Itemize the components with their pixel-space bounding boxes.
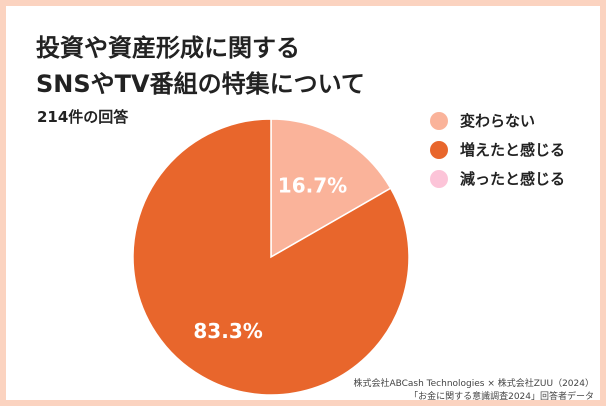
pie-slice-unchanged <box>270 118 392 259</box>
data-label-increased: 83.3% <box>193 319 262 343</box>
pie-data-labels: 16.7% 83.3% <box>193 173 347 343</box>
legend-swatch-decreased <box>430 170 448 188</box>
data-label-unchanged: 16.7% <box>278 173 347 197</box>
legend-item-unchanged: 変わらない <box>430 112 565 141</box>
pie-slices <box>132 118 410 396</box>
legend-label-unchanged: 変わらない <box>460 112 536 130</box>
legend-item-decreased: 減ったと感じる <box>430 170 565 199</box>
pie-chart: 16.7% 83.3% <box>132 118 410 396</box>
chart-title-line2: SNSやTV番組の特集について <box>36 70 365 98</box>
response-count: 214件の回答 <box>37 108 129 126</box>
legend-swatch-unchanged <box>430 112 448 130</box>
pie-slice-increased <box>132 118 410 396</box>
legend: 変わらない 増えたと感じる 減ったと感じる <box>430 112 565 199</box>
source-credit: 株式会社ABCash Technologies × 株式会社ZUU（2024） <box>353 379 594 389</box>
legend-swatch-increased <box>430 141 448 159</box>
source-survey: 「お金に関する意識調査2024」回答者データ <box>409 392 594 402</box>
legend-item-increased: 増えたと感じる <box>430 141 565 170</box>
legend-label-increased: 増えたと感じる <box>460 141 566 159</box>
chart-title-line1: 投資や資産形成に関する <box>36 34 300 62</box>
legend-label-decreased: 減ったと感じる <box>460 170 566 188</box>
